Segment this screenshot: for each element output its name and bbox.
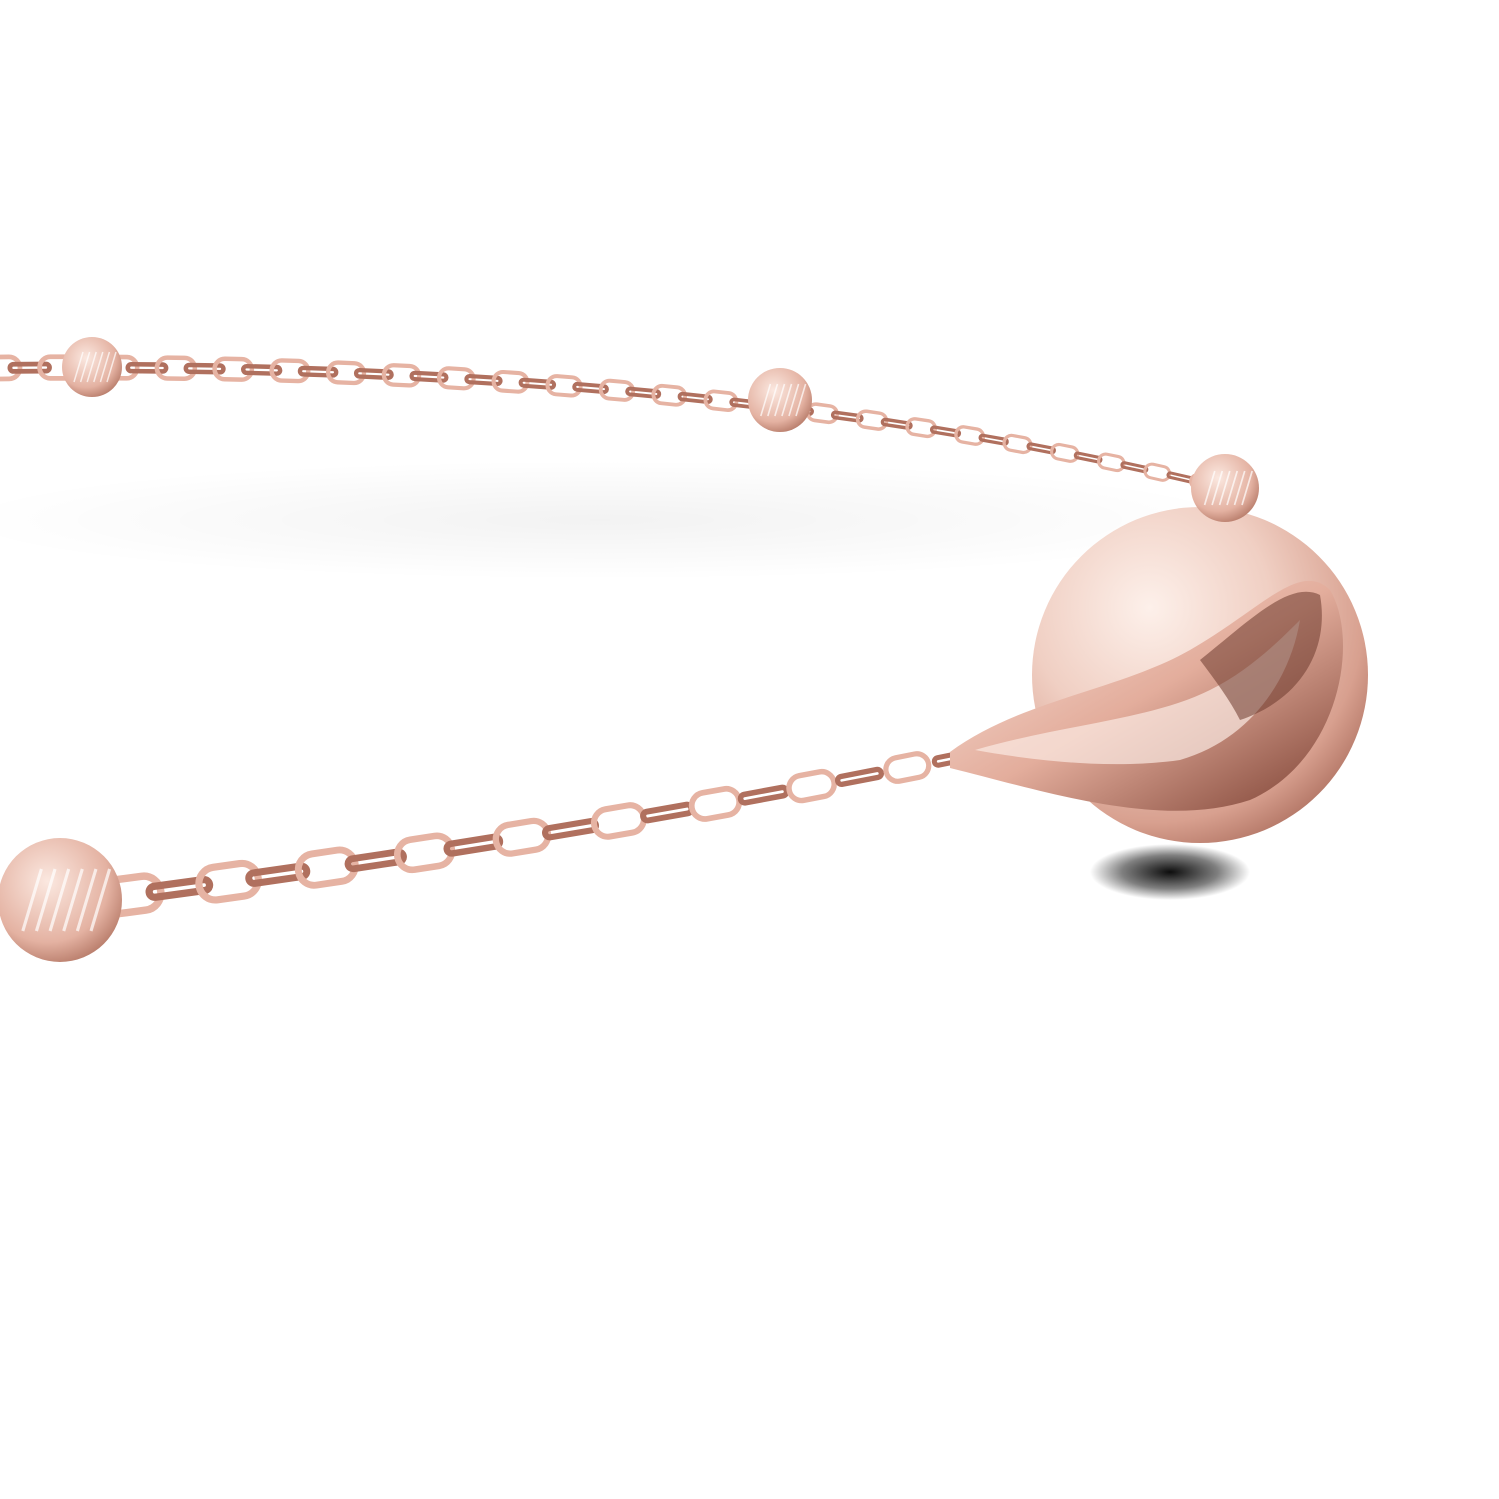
chain-link [195, 859, 262, 904]
bead-facet [1226, 470, 1239, 506]
chain-link [1073, 451, 1103, 464]
chain-link [436, 366, 476, 391]
chain-link [381, 363, 422, 388]
chain-link [703, 389, 739, 412]
chain-link [240, 363, 283, 376]
bead-facet [21, 868, 43, 932]
bead-facet [1211, 470, 1224, 506]
chain-link [855, 409, 889, 431]
pendant-dark-fold [1200, 591, 1322, 720]
bead-facet [781, 383, 793, 417]
bead-facet [89, 868, 112, 932]
chain-link [409, 370, 449, 383]
pendant-shadow [1090, 844, 1250, 900]
chain-link [834, 766, 885, 788]
bead-facet [767, 383, 779, 417]
chain-link [545, 374, 583, 398]
chain-link [880, 417, 913, 430]
bead-facet [62, 868, 84, 932]
chain-link [625, 386, 662, 399]
chain-link [443, 833, 504, 857]
bead-facet [1218, 470, 1231, 506]
bead-facet [79, 351, 91, 383]
chain-link [1143, 462, 1172, 482]
bead-facet [73, 351, 84, 383]
chain-link [325, 360, 367, 386]
chain-link [353, 367, 394, 380]
bead-facet [99, 351, 111, 383]
bead-facet [106, 351, 117, 383]
chain-link [154, 355, 198, 382]
bead-facet [1241, 470, 1254, 506]
chain-link [598, 378, 636, 402]
chain-link [245, 862, 311, 887]
bead-facet [75, 868, 98, 932]
chain-link [212, 356, 255, 382]
chain-link [954, 425, 986, 446]
bead-facet [1233, 470, 1246, 506]
chain-link [1120, 461, 1149, 474]
faceted-bead [0, 838, 122, 962]
chain-link [393, 832, 456, 874]
bead-facet [48, 868, 71, 932]
chain-link [269, 358, 311, 384]
bead-facet [86, 351, 97, 383]
chain-link [572, 381, 609, 395]
floor-shadow [0, 460, 1250, 580]
chain-link [1026, 442, 1056, 455]
chain-link [1097, 452, 1126, 473]
chain-link [786, 768, 837, 804]
chain-link [929, 425, 962, 438]
chain-link [518, 377, 557, 390]
chain-link [183, 362, 226, 375]
chain-link [7, 361, 52, 374]
beads [0, 337, 1259, 962]
chain-link [677, 391, 713, 405]
chain-link [491, 369, 530, 394]
chain-link [651, 383, 688, 407]
chain-link [344, 848, 407, 873]
chain-link [464, 373, 503, 387]
chain-link [1050, 442, 1080, 463]
chain-link [125, 361, 169, 374]
chain-link [145, 875, 214, 901]
chain-link [883, 751, 932, 784]
chain-link [294, 846, 359, 889]
chain-link [905, 417, 938, 439]
chain-link [0, 354, 23, 382]
lower-chain [95, 748, 979, 918]
bead-facet [760, 383, 772, 417]
pendant-highlight [975, 620, 1300, 765]
chain-link [297, 365, 339, 378]
bead-facet [93, 351, 104, 383]
bead-facet [788, 383, 800, 417]
chain-link [830, 410, 864, 423]
chain-link [978, 433, 1009, 446]
chain-link [1002, 433, 1033, 455]
bead-facet [795, 383, 807, 417]
bead-facet [774, 383, 786, 417]
pendant [950, 507, 1368, 900]
bead-facet [34, 868, 57, 932]
bead-facet [1203, 470, 1216, 506]
